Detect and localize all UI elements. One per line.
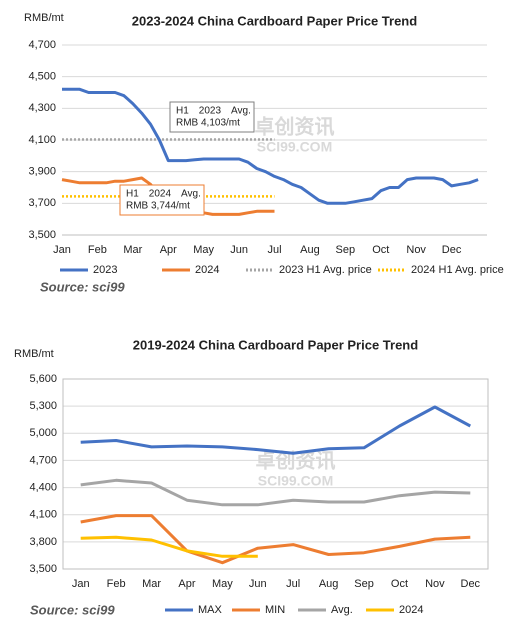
x-tick-label: Oct xyxy=(391,578,408,590)
x-tick-label: Sep xyxy=(354,578,374,590)
x-tick-label: Apr xyxy=(178,578,195,590)
watermark: SCI99.COM xyxy=(257,139,332,155)
x-tick-label: Dec xyxy=(442,244,462,256)
annotation-text: RMB 3,744/mt xyxy=(126,201,190,212)
y-tick-label: 4,100 xyxy=(28,134,56,146)
annotation-box xyxy=(169,101,255,133)
annotation-box xyxy=(119,184,205,216)
x-tick-label: Jun xyxy=(230,244,248,256)
y-tick-label: 4,700 xyxy=(29,454,57,466)
y-tick-label: 3,800 xyxy=(29,536,57,548)
legend-label: MIN xyxy=(265,604,285,616)
legend-label: 2024 xyxy=(195,264,219,276)
x-tick-label: Jul xyxy=(286,578,300,590)
legend-label: MAX xyxy=(198,604,223,616)
plot-border xyxy=(62,378,489,570)
y-tick-label: 3,500 xyxy=(28,229,56,241)
source-note: Source: sci99 xyxy=(30,602,115,617)
legend-label: 2023 H1 Avg. price xyxy=(279,264,372,276)
series-line xyxy=(80,514,471,565)
y-tick-label: 4,400 xyxy=(29,481,57,493)
y-axis-label: RMB/mt xyxy=(24,12,64,24)
x-tick-label: May xyxy=(193,244,214,256)
y-tick-label: 3,900 xyxy=(28,166,56,178)
y-tick-label: 4,500 xyxy=(28,71,56,83)
legend-label: 2024 H1 Avg. price xyxy=(411,264,504,276)
chart-title: 2019-2024 China Cardboard Paper Price Tr… xyxy=(133,337,418,352)
y-tick-label: 4,300 xyxy=(28,102,56,114)
x-tick-label: Jan xyxy=(53,244,71,256)
x-tick-label: Feb xyxy=(88,244,107,256)
watermark: 卓创资讯 xyxy=(255,114,335,138)
chart-title: 2023-2024 China Cardboard Paper Price Tr… xyxy=(132,13,417,28)
x-tick-label: Oct xyxy=(372,244,389,256)
legend-label: 2024 xyxy=(399,604,423,616)
x-tick-label: Mar xyxy=(123,244,142,256)
x-tick-label: Jun xyxy=(249,578,267,590)
annotation-text: H1 2024 Avg. xyxy=(126,189,201,200)
series-line xyxy=(80,478,471,507)
y-tick-label: 3,500 xyxy=(29,563,57,575)
x-tick-label: Aug xyxy=(300,244,320,256)
x-tick-label: Feb xyxy=(107,578,126,590)
legend-label: 2023 xyxy=(93,264,117,276)
x-tick-label: Dec xyxy=(461,578,481,590)
y-tick-label: 4,100 xyxy=(29,509,57,521)
y-tick-label: 5,300 xyxy=(29,400,57,412)
y-tick-label: 3,700 xyxy=(28,197,56,209)
series-line xyxy=(80,405,472,455)
legend-label: Avg. xyxy=(331,604,353,616)
x-tick-label: Aug xyxy=(319,578,339,590)
x-tick-label: May xyxy=(212,578,233,590)
x-tick-label: Jul xyxy=(267,244,281,256)
annotation-text: RMB 4,103/mt xyxy=(176,118,240,129)
y-axis-label: RMB/mt xyxy=(14,348,54,360)
y-tick-label: 4,700 xyxy=(28,39,56,51)
x-tick-label: Mar xyxy=(142,578,161,590)
x-tick-label: Nov xyxy=(406,244,426,256)
x-tick-label: Nov xyxy=(425,578,445,590)
y-tick-label: 5,000 xyxy=(29,427,57,439)
x-tick-label: Jan xyxy=(72,578,90,590)
x-tick-label: Apr xyxy=(160,244,177,256)
y-tick-label: 5,600 xyxy=(29,373,57,385)
series-line xyxy=(80,535,258,558)
watermark: SCI99.COM xyxy=(258,473,333,489)
annotation-text: H1 2023 Avg. xyxy=(176,106,251,117)
series-line xyxy=(62,87,479,205)
source-note: Source: sci99 xyxy=(40,279,125,294)
x-tick-label: Sep xyxy=(336,244,356,256)
